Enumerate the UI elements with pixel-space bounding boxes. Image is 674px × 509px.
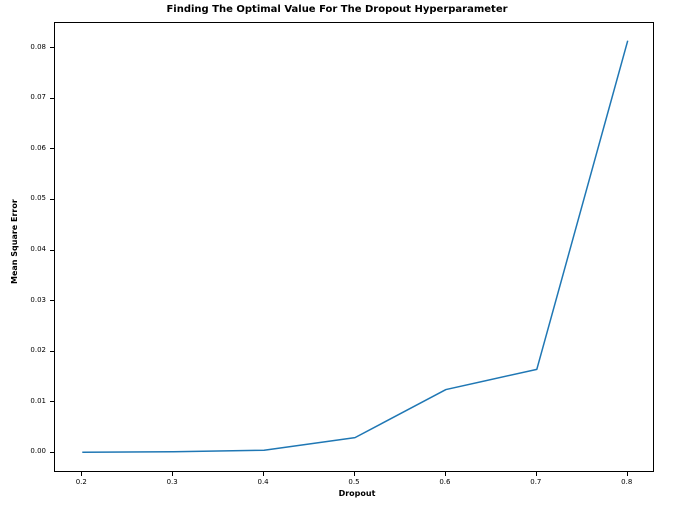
y-axis-label: Mean Square Error bbox=[10, 200, 19, 285]
ytick-label: 0.05 bbox=[18, 194, 46, 202]
ytick-label: 0.01 bbox=[18, 397, 46, 405]
xtick-mark bbox=[81, 472, 82, 476]
ytick-label: 0.04 bbox=[18, 245, 46, 253]
chart-container: Finding The Optimal Value For The Dropou… bbox=[0, 0, 674, 509]
xtick-label: 0.7 bbox=[521, 478, 551, 486]
ytick-label: 0.07 bbox=[18, 93, 46, 101]
ytick-mark bbox=[50, 148, 54, 149]
xtick-mark bbox=[445, 472, 446, 476]
xtick-mark bbox=[354, 472, 355, 476]
xtick-mark bbox=[172, 472, 173, 476]
ytick-mark bbox=[50, 300, 54, 301]
ytick-label: 0.00 bbox=[18, 447, 46, 455]
ytick-mark bbox=[50, 47, 54, 48]
ytick-label: 0.08 bbox=[18, 43, 46, 51]
x-axis-label: Dropout bbox=[339, 489, 376, 498]
plot-area bbox=[54, 22, 654, 472]
xtick-label: 0.3 bbox=[157, 478, 187, 486]
xtick-label: 0.4 bbox=[248, 478, 278, 486]
ytick-mark bbox=[50, 199, 54, 200]
ytick-mark bbox=[50, 401, 54, 402]
ytick-label: 0.03 bbox=[18, 296, 46, 304]
ytick-mark bbox=[50, 98, 54, 99]
ytick-mark bbox=[50, 250, 54, 251]
xtick-label: 0.5 bbox=[339, 478, 369, 486]
xtick-mark bbox=[263, 472, 264, 476]
ytick-label: 0.02 bbox=[18, 346, 46, 354]
xtick-mark bbox=[536, 472, 537, 476]
xtick-label: 0.8 bbox=[612, 478, 642, 486]
ytick-mark bbox=[50, 351, 54, 352]
ytick-label: 0.06 bbox=[18, 144, 46, 152]
line-chart-svg bbox=[55, 23, 655, 473]
xtick-mark bbox=[627, 472, 628, 476]
xtick-label: 0.6 bbox=[430, 478, 460, 486]
series-line-mse bbox=[82, 41, 627, 453]
ytick-mark bbox=[50, 452, 54, 453]
chart-title: Finding The Optimal Value For The Dropou… bbox=[0, 4, 674, 15]
xtick-label: 0.2 bbox=[66, 478, 96, 486]
